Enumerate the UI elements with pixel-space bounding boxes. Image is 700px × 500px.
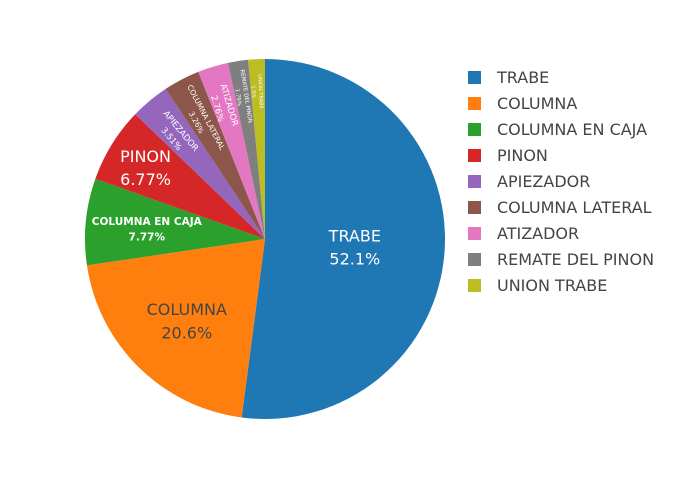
legend-item-pinon[interactable]: PINON — [468, 142, 654, 168]
legend-label: APIEZADOR — [497, 171, 591, 191]
legend-item-trabe[interactable]: TRABE — [468, 64, 654, 90]
slice-label-name: TRABE — [328, 226, 381, 245]
legend-swatch — [468, 148, 481, 162]
legend-item-columna[interactable]: COLUMNA — [468, 90, 654, 116]
legend-swatch — [468, 96, 481, 110]
legend-item-apiezador[interactable]: APIEZADOR — [468, 168, 654, 194]
legend-label: COLUMNA — [497, 93, 578, 113]
legend-item-atizador[interactable]: ATIZADOR — [468, 220, 654, 246]
pie-slice-apiezador[interactable] — [135, 88, 265, 239]
pie-slice-atizador[interactable] — [198, 62, 265, 240]
slice-label-name: UNION TRABE — [256, 74, 264, 109]
pie-slice-trabe[interactable] — [241, 59, 446, 419]
legend-label: COLUMNA EN CAJA — [497, 119, 648, 139]
slice-label-pinon: PINON 6.77% — [120, 147, 171, 189]
pie-slice-columna[interactable] — [86, 239, 265, 418]
slice-label-name: PINON — [120, 147, 171, 166]
legend-swatch — [468, 226, 481, 240]
slice-label-percent: 1.79% — [233, 88, 242, 106]
legend-label: ATIZADOR — [497, 223, 580, 243]
legend-label: REMATE DEL PINON — [497, 249, 655, 269]
pie-slice-union-trabe[interactable] — [248, 59, 265, 239]
legend-item-columna-lateral[interactable]: COLUMNA LATERAL — [468, 194, 654, 220]
legend-swatch — [468, 122, 481, 136]
legend-swatch — [468, 174, 481, 188]
legend-swatch — [468, 252, 481, 266]
slice-label-name: COLUMNA EN CAJA — [92, 216, 203, 228]
legend-swatch — [468, 200, 481, 214]
pie-slices — [85, 59, 446, 419]
slice-label-percent: 7.77% — [129, 231, 166, 243]
pie-slice-pinon[interactable] — [95, 114, 265, 239]
pie-slice-columna-lateral[interactable] — [165, 71, 265, 239]
slice-label-percent: 1.5% — [250, 85, 257, 98]
slice-label-percent: 6.77% — [120, 170, 171, 189]
legend-item-columna-en-caja[interactable]: COLUMNA EN CAJA — [468, 116, 654, 142]
slice-label-trabe: TRABE 52.1% — [328, 226, 381, 268]
slice-label-percent: 52.1% — [329, 250, 380, 269]
slice-label-columna: COLUMNA 20.6% — [147, 300, 227, 342]
legend-label: PINON — [497, 145, 548, 165]
legend-label: COLUMNA LATERAL — [497, 197, 652, 217]
legend-swatch — [468, 278, 481, 292]
legend-label: UNION TRABE — [497, 275, 608, 295]
legend: TRABE COLUMNA COLUMNA EN CAJA PINON APIE… — [468, 64, 654, 298]
slice-label-name: COLUMNA — [147, 300, 227, 319]
slice-label-columna-en-caja: COLUMNA EN CAJA 7.77% — [92, 216, 203, 243]
legend-label: TRABE — [497, 67, 550, 87]
pie-slice-remate-del-pinon[interactable] — [228, 59, 265, 240]
legend-item-remate-del-pinon[interactable]: REMATE DEL PINON — [468, 246, 654, 272]
legend-item-union-trabe[interactable]: UNION TRABE — [468, 272, 654, 298]
legend-swatch — [468, 70, 481, 84]
slice-label-percent: 20.6% — [161, 323, 212, 342]
pie-slice-columna-en-caja[interactable] — [85, 178, 265, 266]
